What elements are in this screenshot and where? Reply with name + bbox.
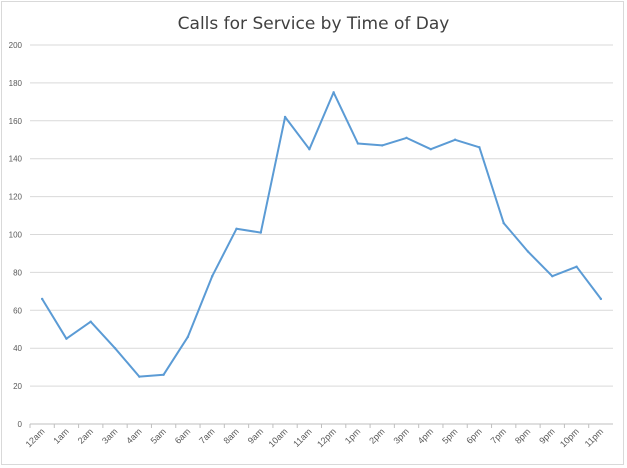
y-tick-label: 140 [9,155,23,164]
data-point-3am [113,347,117,350]
data-point-5am [162,373,165,376]
y-tick-label: 160 [9,117,23,126]
y-tick-label: 80 [13,268,22,277]
y-tick-label: 200 [9,41,23,50]
x-tick-label: 12am [24,426,47,449]
x-tick-label: 10am [266,426,289,449]
data-point-9pm [551,274,554,278]
data-point-8am [235,227,238,231]
x-tick-label: 10pm [558,426,581,449]
x-tick-label: 1am [51,426,70,445]
data-point-10pm [575,265,578,268]
x-tick-label: 6am [173,426,192,445]
y-tick-label: 180 [9,79,23,88]
x-tick-label: 7am [197,426,216,445]
x-tick-label: 2pm [367,426,386,445]
data-point-10am [283,115,287,119]
data-point-9am [259,231,262,234]
data-point-12am [40,297,44,301]
x-tick-label: 5pm [440,426,459,445]
gridlines [30,44,613,425]
y-tick-label: 20 [13,382,22,391]
x-tick-label: 4am [124,426,143,445]
data-point-2pm [381,144,384,147]
data-point-4am [138,375,141,378]
x-tick-label: 11pm [583,426,606,449]
x-tick-label: 8pm [513,426,532,445]
data-point-1am [65,337,68,340]
x-tick-label: 2am [76,426,95,445]
x-tick-label: 9pm [537,426,556,445]
y-tick-label: 120 [9,193,23,202]
x-tick-label: 9am [246,426,265,445]
data-point-3pm [405,136,408,140]
x-tick-label: 1pm [343,426,362,445]
x-tick-label: 3pm [391,426,410,445]
data-point-11pm [599,297,603,301]
data-point-8pm [526,250,530,253]
x-tick-label: 6pm [464,426,483,445]
data-point-12pm [332,91,335,94]
y-tick-label: 0 [18,420,23,429]
x-tick-label: 5am [149,426,168,445]
y-tick-label: 100 [9,231,23,240]
x-tick-label: 12pm [315,426,338,449]
series-line [41,91,602,378]
y-tick-label: 60 [13,306,22,315]
x-tick-label: 7pm [489,426,508,445]
data-point-7am [210,274,214,278]
data-point-6am [186,335,190,339]
data-point-11am [308,148,311,151]
data-point-1pm [356,142,360,145]
x-tick-label: 11am [291,426,314,449]
x-tick-label: 8am [221,426,240,445]
data-point-4pm [429,148,433,151]
data-point-7pm [502,221,505,225]
y-tick-label: 40 [13,344,22,353]
data-point-2am [89,320,92,323]
series-layer [40,91,603,378]
data-point-6pm [478,146,481,149]
y-axis-ticks: 0 20 40 60 80 100 120 140 160 180 200 [9,41,23,429]
x-tick-label: 4pm [416,426,435,445]
x-tick-label: 3am [100,426,119,445]
x-axis-ticks: 12am 1am 2am 3am 4am 5am 6am 7am 8am 9am 10am 11am 1… [24,424,606,449]
chart-title: Calls for Service by Time of Day [177,14,450,34]
data-point-5pm [453,138,457,141]
